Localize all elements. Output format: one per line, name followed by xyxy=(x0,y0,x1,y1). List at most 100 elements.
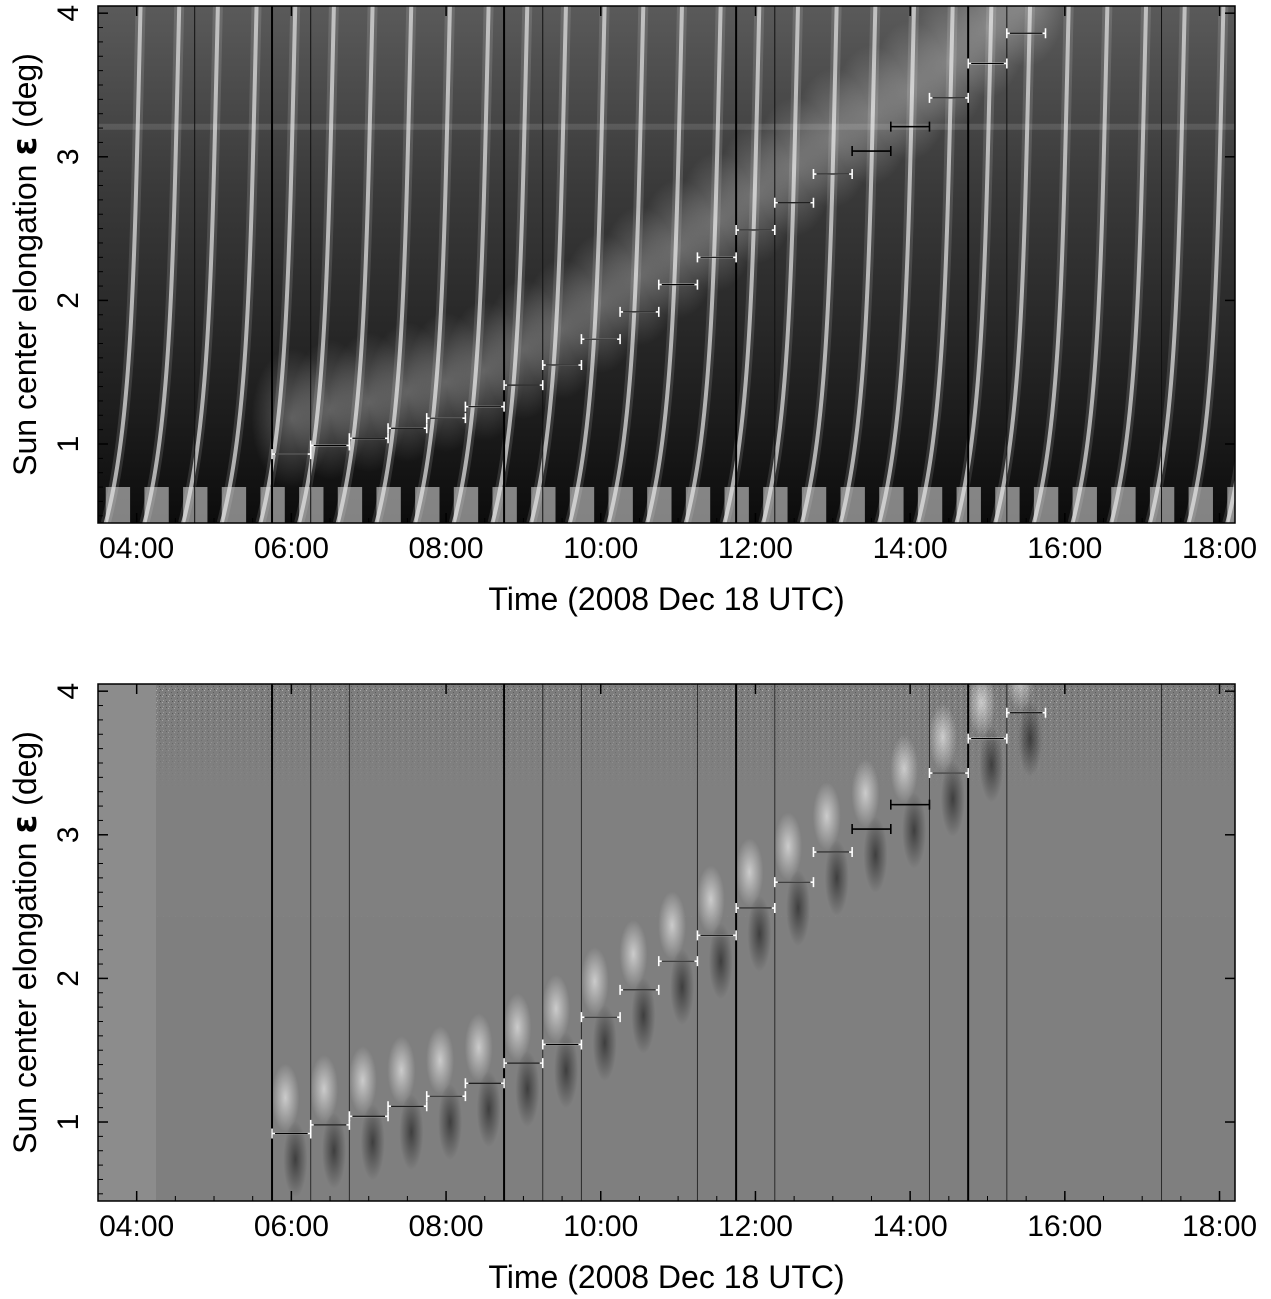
cme-dark-trail xyxy=(863,816,888,893)
x-tick-label: 12:00 xyxy=(718,532,793,565)
cme-dark-trail xyxy=(824,839,849,916)
cme-dark-trail xyxy=(902,792,927,869)
x-tick-label: 08:00 xyxy=(409,1210,484,1243)
noise-fade xyxy=(98,684,1235,917)
x-tick-label: 18:00 xyxy=(1182,532,1257,565)
y-tick-label: 2 xyxy=(52,292,85,309)
y-tick-label: 4 xyxy=(52,5,85,22)
curved-strip xyxy=(645,6,684,523)
cme-bright-front xyxy=(580,947,609,1016)
frame-base-glow xyxy=(415,487,440,523)
cme-dark-trail xyxy=(515,1050,540,1127)
top-panel: 04:00 06:00 08:00 10:00 12:00 14:00 16:00 18:00… xyxy=(5,5,1257,617)
x-tick-label: 14:00 xyxy=(873,1210,948,1243)
frame-base-glow xyxy=(840,487,865,523)
cme-bright-front xyxy=(774,812,803,881)
y-axis-title: Sun center elongation ε (deg) xyxy=(5,731,45,1154)
cme-bright-front xyxy=(658,891,687,960)
cme-dark-trail xyxy=(940,760,965,837)
y-axis-title-suffix: (deg) xyxy=(7,53,43,137)
curved-strip-glow xyxy=(951,6,997,523)
cme-dark-trail xyxy=(592,1005,617,1082)
x-tick-label: 08:00 xyxy=(409,532,484,565)
cme-dark-trail xyxy=(670,949,695,1026)
x-tick-label: 04:00 xyxy=(99,1210,174,1243)
curved-strip-glow xyxy=(1067,6,1113,523)
y-tick-label: 1 xyxy=(52,1114,85,1131)
x-tick-label: 06:00 xyxy=(254,1210,329,1243)
x-axis-title: Time (2008 Dec 18 UTC) xyxy=(488,581,844,617)
curved-strip-glow xyxy=(216,6,262,523)
curved-strip xyxy=(1186,6,1226,523)
cme-bright-front xyxy=(464,1013,493,1082)
cme-dark-trail xyxy=(786,870,811,947)
y-tick-label: 4 xyxy=(52,683,85,700)
cme-bright-front xyxy=(735,838,764,907)
curved-strip-glow xyxy=(139,6,185,523)
plot-border xyxy=(97,5,1236,524)
cme-bright-front xyxy=(851,759,880,828)
y-tick-label: 2 xyxy=(52,970,85,987)
y-axis-title-prefix: Sun center elongation xyxy=(7,834,43,1154)
cme-dark-trail xyxy=(283,1121,308,1198)
y-axis-title-suffix: (deg) xyxy=(7,731,43,815)
frame-base-glow xyxy=(105,487,131,523)
curved-strip xyxy=(142,6,182,523)
cme-bright-front xyxy=(387,1036,416,1105)
frame-base-glow xyxy=(608,487,633,523)
frame-base-glow xyxy=(1033,487,1059,523)
frame-base-glow xyxy=(685,487,711,523)
y-tick-label: 3 xyxy=(52,148,85,165)
y-axis-title: Sun center elongation ε (deg) xyxy=(5,53,45,476)
curved-strip xyxy=(335,6,375,523)
x-tick-label: 16:00 xyxy=(1027,1210,1102,1243)
curved-strip xyxy=(683,6,723,523)
cme-bright-front xyxy=(426,1026,455,1095)
heatmap-image xyxy=(98,6,1235,523)
curved-strip-glow xyxy=(680,6,726,523)
cme-brightening xyxy=(986,6,1066,68)
curved-strip-glow xyxy=(1183,6,1229,523)
frame-base-glow xyxy=(144,487,169,523)
y-tick-label: 1 xyxy=(52,436,85,453)
x-tick-label: 10:00 xyxy=(563,1210,638,1243)
cme-bright-front xyxy=(503,993,532,1062)
curved-strip xyxy=(954,6,994,523)
cme-dark-trail xyxy=(476,1071,501,1148)
curved-strip xyxy=(1147,6,1187,523)
frame-base-glow xyxy=(453,487,479,523)
curved-strip xyxy=(374,6,414,523)
frame-base-glow xyxy=(917,487,943,523)
curved-strip xyxy=(219,6,259,523)
x-tick-label: 10:00 xyxy=(563,532,638,565)
y-axis-title-prefix: Sun center elongation xyxy=(7,156,43,476)
frame-base-glow xyxy=(995,487,1020,523)
x-tick-label: 14:00 xyxy=(873,532,948,565)
cme-bright-front xyxy=(890,734,919,803)
y-axis-title-symbol: ε xyxy=(5,137,45,156)
curved-strip xyxy=(722,6,762,523)
curved-strip-glow xyxy=(719,6,765,523)
plot-border xyxy=(97,683,1236,1202)
frame-base-glow xyxy=(879,487,904,523)
frame-base-glow xyxy=(763,487,788,523)
curved-strip-glow xyxy=(642,6,687,523)
curved-strip xyxy=(993,6,1033,523)
frame-base-glow xyxy=(337,487,363,523)
cme-bright-front xyxy=(310,1054,339,1123)
frame-base-glow xyxy=(1227,487,1235,523)
x-tick-label: 12:00 xyxy=(718,1210,793,1243)
curved-strip xyxy=(103,6,143,523)
frame-base-glow xyxy=(569,487,595,523)
cme-dark-trail xyxy=(399,1094,424,1171)
x-tick-label: 04:00 xyxy=(99,532,174,565)
heatmap-image xyxy=(98,684,1235,1201)
data-gap xyxy=(98,684,157,1201)
x-axis-title: Time (2008 Dec 18 UTC) xyxy=(488,1259,844,1295)
frame-base-glow xyxy=(1188,487,1213,523)
cme-bright-front xyxy=(967,684,996,737)
cme-bright-front xyxy=(812,782,841,851)
bottom-panel: 04:00 06:00 08:00 10:00 12:00 14:00 16:00 18:00… xyxy=(5,683,1257,1295)
frame-base-glow xyxy=(1149,487,1175,523)
cme-dark-trail xyxy=(631,977,656,1054)
